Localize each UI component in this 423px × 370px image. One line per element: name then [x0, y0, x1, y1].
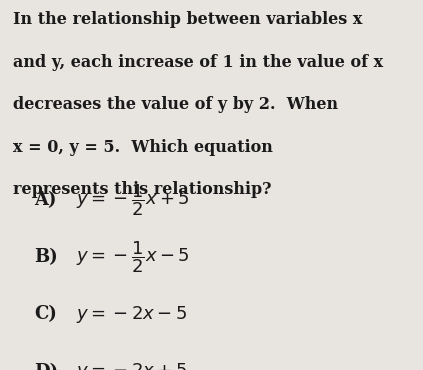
- Text: $y = -\dfrac{1}{2}x + 5$: $y = -\dfrac{1}{2}x + 5$: [76, 182, 190, 218]
- Text: $y = -2x + 5$: $y = -2x + 5$: [76, 361, 187, 370]
- Text: D): D): [34, 363, 58, 370]
- Text: In the relationship between variables x: In the relationship between variables x: [13, 11, 362, 28]
- Text: A): A): [34, 191, 56, 209]
- Text: x = 0, y = 5.  Which equation: x = 0, y = 5. Which equation: [13, 139, 272, 156]
- Text: and y, each increase of 1 in the value of x: and y, each increase of 1 in the value o…: [13, 54, 383, 71]
- Text: represents this relationship?: represents this relationship?: [13, 181, 271, 198]
- Text: decreases the value of y by 2.  When: decreases the value of y by 2. When: [13, 96, 338, 113]
- Text: $y = -2x - 5$: $y = -2x - 5$: [76, 304, 187, 325]
- Text: B): B): [34, 248, 58, 266]
- Text: C): C): [34, 306, 57, 323]
- Text: $y = -\dfrac{1}{2}x - 5$: $y = -\dfrac{1}{2}x - 5$: [76, 239, 190, 275]
